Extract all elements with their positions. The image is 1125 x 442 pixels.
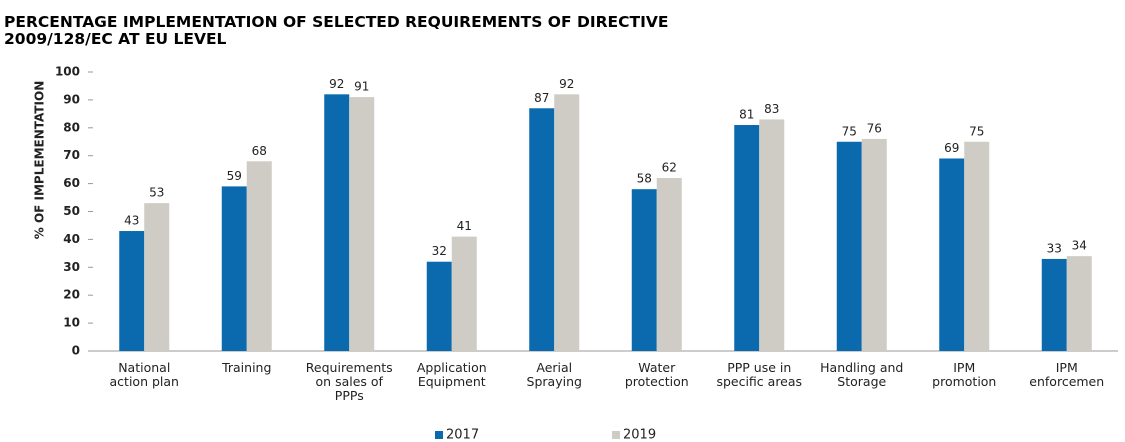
x-tick-label: Aerial Spraying	[526, 360, 582, 389]
chart-title: PERCENTAGE IMPLEMENTATION OF SELECTED RE…	[4, 13, 669, 48]
value-label: 92	[329, 77, 344, 91]
y-tick-label: 90	[63, 92, 80, 106]
x-tick-label: Requirements on sales of PPPs	[305, 360, 393, 403]
x-tick-label: IPM promotion	[932, 360, 997, 389]
bar	[451, 236, 477, 351]
x-tick-label: Application Equipment	[416, 360, 487, 389]
value-label: 83	[764, 102, 779, 116]
x-tick-label: National action plan	[109, 360, 179, 389]
bar	[349, 97, 375, 351]
legend-swatch	[435, 431, 443, 439]
bar	[1041, 258, 1067, 351]
x-tick-label: Handling and Storage	[820, 360, 904, 389]
value-label: 69	[944, 141, 959, 155]
bar	[734, 125, 760, 351]
value-label: 32	[432, 244, 447, 258]
y-tick-label: 0	[72, 344, 80, 358]
bar	[144, 203, 170, 351]
value-label: 87	[534, 91, 549, 105]
y-tick-label: 40	[63, 232, 80, 246]
value-label: 41	[457, 219, 472, 233]
x-tick-label: IPM enforcemen	[1029, 360, 1105, 389]
bar	[861, 138, 887, 351]
value-label: 75	[842, 124, 857, 138]
legend-label: 2019	[623, 428, 656, 442]
x-tick-label: Training	[222, 360, 272, 375]
value-label: 76	[867, 121, 882, 135]
value-label: 91	[354, 80, 369, 94]
bar	[836, 141, 862, 351]
bar	[221, 186, 247, 351]
value-label: 43	[124, 214, 139, 228]
value-label: 62	[662, 161, 677, 175]
legend-swatch	[612, 431, 620, 439]
legend-label: 2017	[446, 428, 479, 442]
y-tick-label: 10	[63, 316, 80, 330]
bar	[939, 158, 965, 351]
y-tick-label: 30	[63, 260, 80, 274]
bar	[1066, 256, 1092, 351]
x-tick-label: Water protection	[624, 360, 689, 389]
y-axis-label: % OF IMPLEMENTATION	[33, 81, 47, 240]
bar	[964, 141, 990, 351]
y-tick-label: 100	[55, 65, 80, 79]
value-label: 34	[1072, 239, 1087, 253]
y-tick-label: 60	[63, 176, 80, 190]
y-tick-label: 20	[63, 288, 80, 302]
value-label: 75	[969, 124, 984, 138]
value-label: 81	[739, 108, 754, 122]
bar	[529, 108, 555, 352]
value-label: 58	[637, 172, 652, 186]
value-label: 53	[149, 186, 164, 200]
value-label: 92	[559, 77, 574, 91]
bar	[759, 119, 785, 352]
x-tick-label: PPP use in specific areas	[716, 360, 803, 389]
value-label: 33	[1047, 241, 1062, 255]
value-label: 59	[227, 169, 242, 183]
bar	[246, 161, 272, 351]
bar	[656, 178, 682, 351]
y-tick-label: 70	[63, 148, 80, 162]
bar	[631, 189, 657, 351]
y-tick-label: 80	[63, 120, 80, 134]
bar	[119, 231, 145, 351]
bar	[426, 261, 452, 351]
y-tick-label: 50	[63, 204, 80, 218]
bar	[554, 94, 580, 351]
value-label: 68	[252, 144, 267, 158]
bar	[324, 94, 350, 351]
